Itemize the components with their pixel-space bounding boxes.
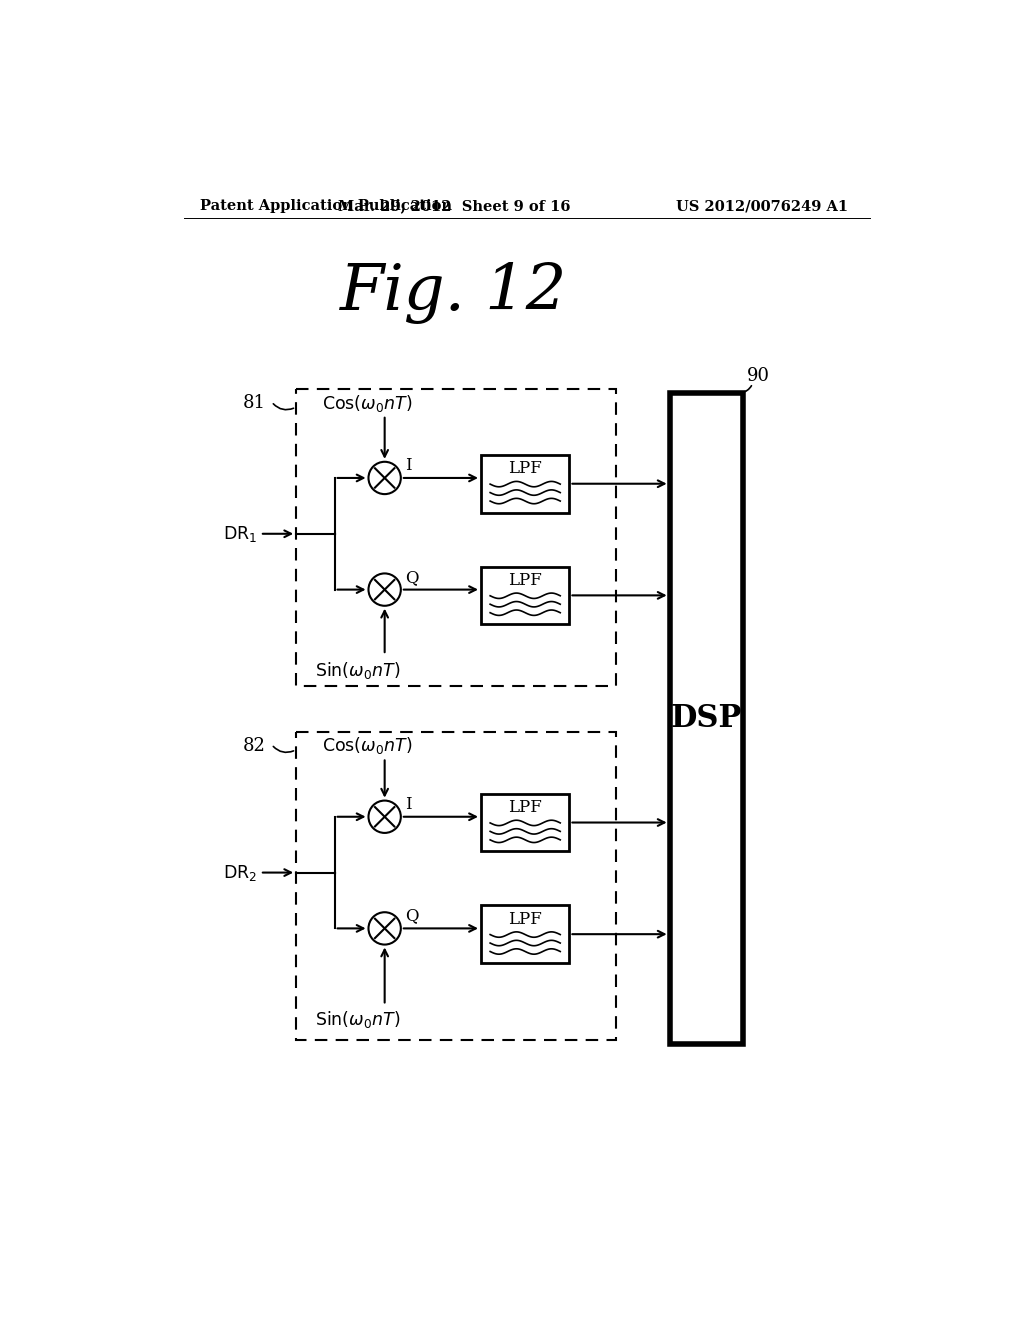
Text: Mar. 29, 2012  Sheet 9 of 16: Mar. 29, 2012 Sheet 9 of 16 xyxy=(338,199,570,213)
FancyBboxPatch shape xyxy=(481,455,569,512)
FancyBboxPatch shape xyxy=(481,566,569,624)
Text: DSP: DSP xyxy=(671,704,741,734)
Text: 82: 82 xyxy=(243,737,265,755)
Text: 90: 90 xyxy=(746,367,770,384)
Text: Patent Application Publication: Patent Application Publication xyxy=(200,199,452,213)
Text: $\mathrm{Sin}(\omega_0 nT)$: $\mathrm{Sin}(\omega_0 nT)$ xyxy=(315,660,400,681)
FancyBboxPatch shape xyxy=(481,906,569,964)
Text: LPF: LPF xyxy=(508,461,542,478)
FancyBboxPatch shape xyxy=(481,793,569,851)
Text: I: I xyxy=(406,796,412,813)
Text: $\mathrm{DR_2}$: $\mathrm{DR_2}$ xyxy=(223,862,258,883)
Text: $\mathrm{DR_1}$: $\mathrm{DR_1}$ xyxy=(223,524,258,544)
Text: LPF: LPF xyxy=(508,911,542,928)
Text: LPF: LPF xyxy=(508,572,542,589)
Text: I: I xyxy=(406,457,412,474)
Text: Q: Q xyxy=(406,569,419,586)
Text: $\mathrm{Cos}(\omega_0 nT)$: $\mathrm{Cos}(\omega_0 nT)$ xyxy=(322,735,412,756)
Text: Fig. 12: Fig. 12 xyxy=(340,263,567,325)
Text: $\mathrm{Sin}(\omega_0 nT)$: $\mathrm{Sin}(\omega_0 nT)$ xyxy=(315,1008,400,1030)
Text: US 2012/0076249 A1: US 2012/0076249 A1 xyxy=(676,199,848,213)
Text: LPF: LPF xyxy=(508,799,542,816)
FancyBboxPatch shape xyxy=(670,393,742,1044)
Text: Q: Q xyxy=(406,908,419,924)
Text: $\mathrm{Cos}(\omega_0 nT)$: $\mathrm{Cos}(\omega_0 nT)$ xyxy=(322,393,412,413)
Text: 81: 81 xyxy=(243,395,265,412)
